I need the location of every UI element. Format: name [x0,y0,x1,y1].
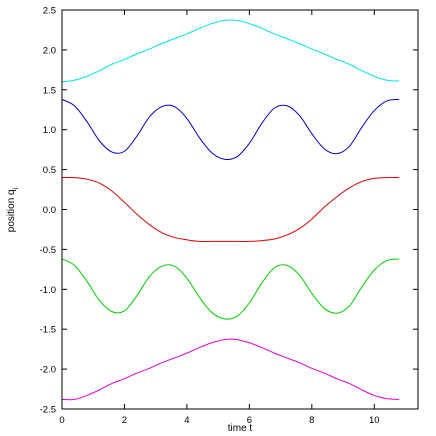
y-tick-label: 2.0 [43,45,56,56]
y-axis-label-subscript: i [13,187,20,189]
y-axis-label-main: position q [6,189,17,232]
y-axis-label: position qi [6,187,20,232]
series-line-1 [61,19,400,83]
y-tick-label: 0.0 [43,205,56,216]
x-tick-label: 0 [59,415,64,426]
y-tick-label: 1.5 [43,85,56,96]
series-line-4 [61,258,400,320]
series-line-3 [61,176,400,243]
x-tick-label: 2 [122,415,127,426]
x-axis-label: time t [228,423,253,434]
x-tick-label: 10 [369,415,380,426]
plot-area-frame [61,9,419,410]
y-tick-label: 2.5 [43,6,56,17]
x-tick-label: 6 [247,415,252,426]
series-layer [61,19,400,401]
y-tick-label: -2.5 [40,405,56,416]
y-tick-label: -2.0 [40,365,56,376]
y-tick-label: -1.5 [40,325,56,336]
x-tick-label: 8 [309,415,314,426]
series-line-2 [61,98,400,161]
axis-ticks: 0 2 4 6 8 10 -2.5 -2.0 -1.5 -1.0 -0.5 0.0 0.5 1.0 1.5 2… [40,6,418,426]
y-tick-label: -1.0 [40,285,56,296]
x-tick-label: 4 [184,415,189,426]
y-tick-label: 1.0 [43,125,56,136]
series-line-5 [61,338,400,401]
y-tick-label: -0.5 [40,245,56,256]
y-tick-label: 0.5 [43,165,56,176]
